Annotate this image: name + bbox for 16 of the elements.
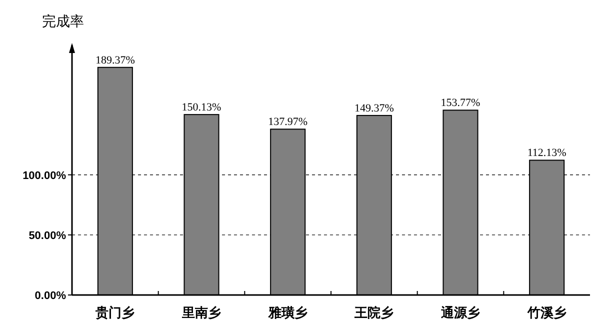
data-label: 112.13%	[527, 147, 566, 160]
data-label: 189.37%	[95, 54, 135, 66]
x-tick-label: 竹溪乡	[526, 305, 566, 320]
x-tick-label: 里南乡	[181, 305, 221, 320]
y-tick-label: 100.00%	[22, 170, 66, 182]
x-tick-label: 王院乡	[354, 305, 394, 320]
data-label: 137.97%	[268, 116, 308, 128]
data-label: 149.37%	[354, 102, 394, 114]
y-tick-label: 50.00%	[28, 230, 66, 242]
x-tick-label: 雅璜乡	[267, 305, 308, 320]
data-label: 153.77%	[440, 97, 480, 110]
data-label: 150.13%	[182, 102, 222, 114]
x-tick-label: 通源乡	[440, 305, 480, 320]
y-tick-label: 0.00%	[34, 290, 66, 302]
x-tick-label: 贵门乡	[94, 305, 135, 320]
y-axis-title: 完成率	[42, 14, 84, 30]
